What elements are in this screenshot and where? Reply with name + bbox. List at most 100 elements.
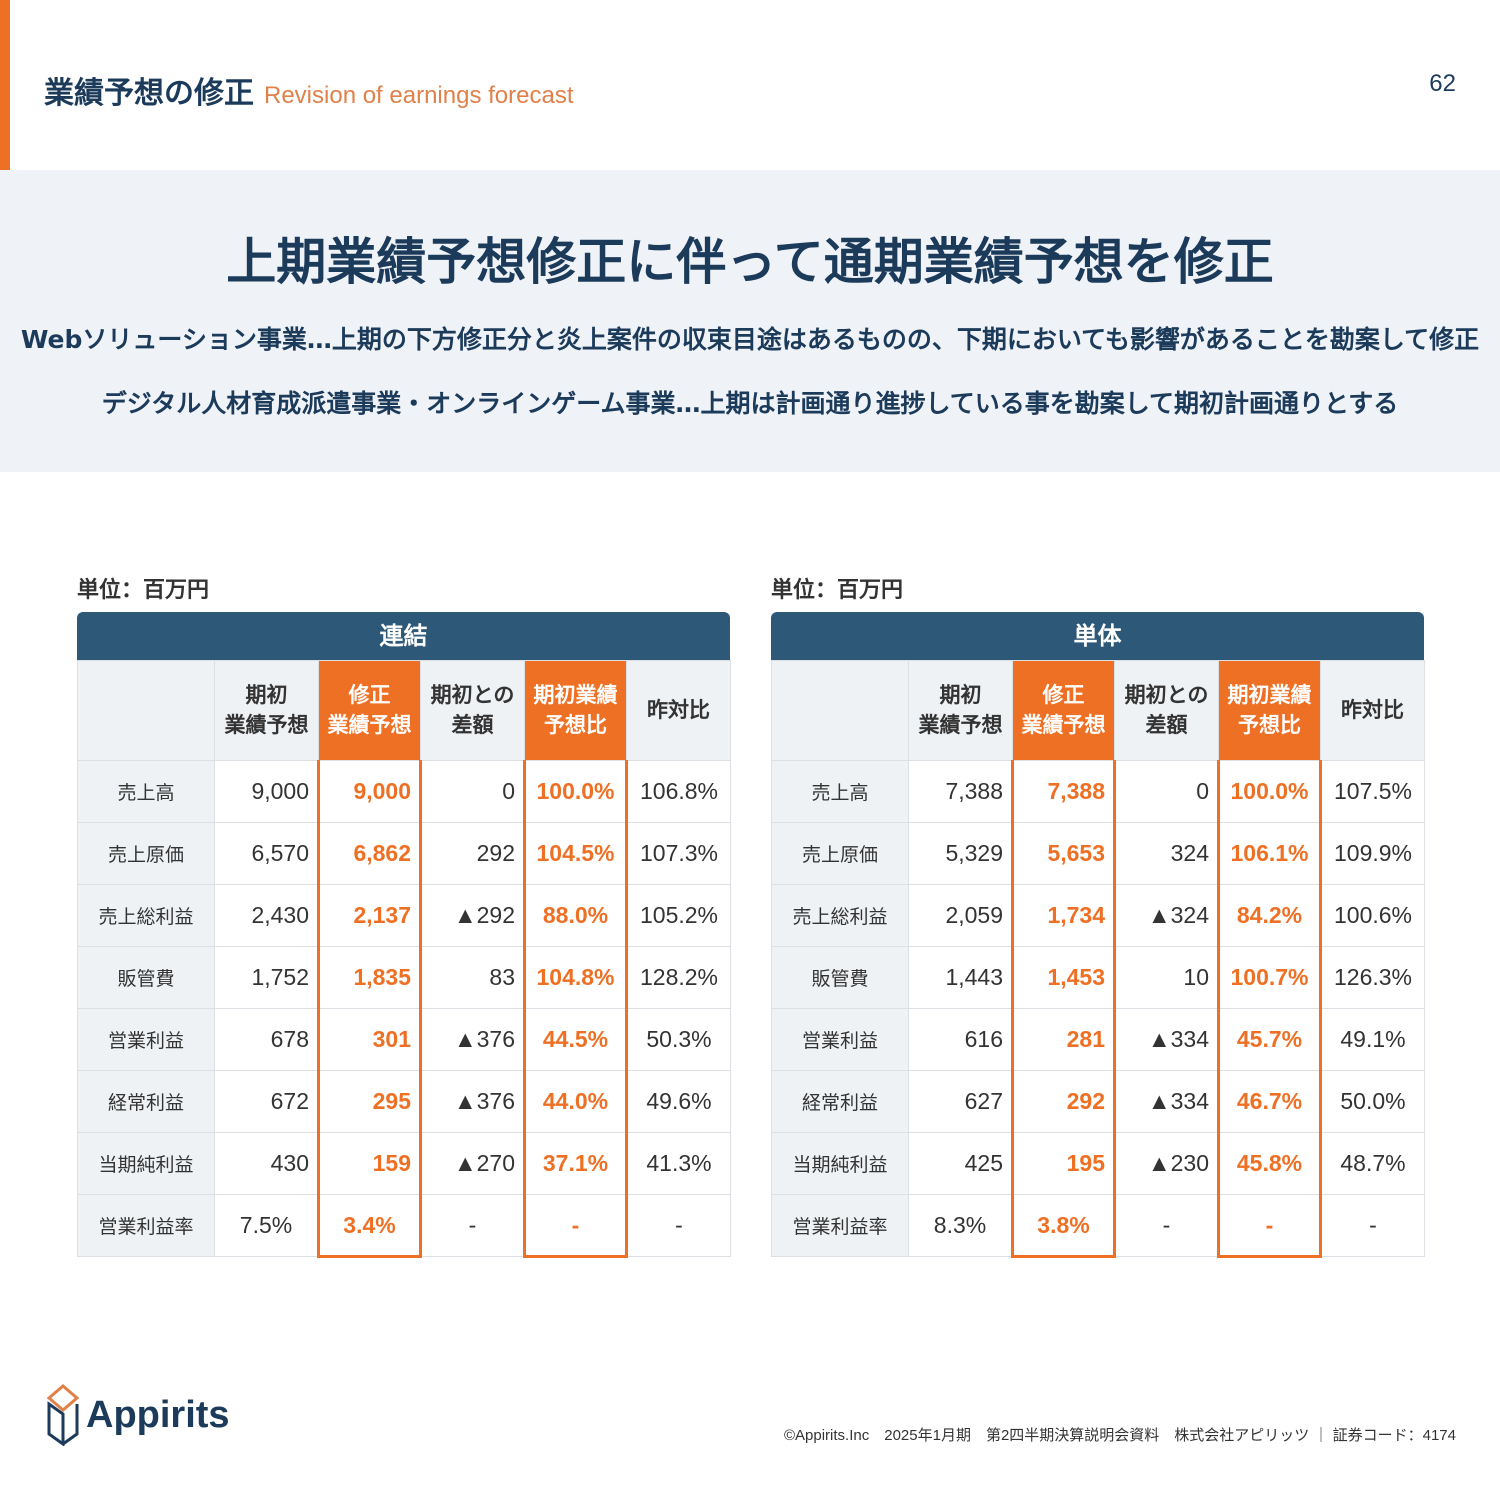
table-caption: 連結: [77, 612, 730, 660]
table-cell: 616: [908, 1008, 1013, 1071]
title-ja: 業績予想の修正: [44, 76, 254, 111]
table-cell: 195: [1011, 1132, 1116, 1195]
table-cell: 430: [214, 1132, 319, 1195]
table-cell: -: [420, 1194, 525, 1257]
table-cell: 5,329: [908, 822, 1013, 885]
table-cell: 301: [317, 1008, 422, 1071]
table-cell: 50.0%: [1320, 1070, 1425, 1133]
table-cell: ▲292: [420, 884, 525, 947]
table-cell: 324: [1114, 822, 1219, 885]
row-label: 営業利益: [77, 1008, 215, 1071]
table-cell: 159: [317, 1132, 422, 1195]
column-header: 期初業績 予想比: [524, 660, 627, 761]
column-header: 期初 業績予想: [214, 660, 319, 761]
company-logo: Appirits: [46, 1384, 230, 1446]
table-cell: 106.8%: [626, 760, 731, 823]
nonconsolidated-table: 単体 期初 業績予想 修正 業績予想 期初との 差額 期初業績 予想比 昨対比 売上高 7,388 7…: [771, 612, 1425, 1258]
table-cell: 3.4%: [317, 1194, 422, 1258]
table-cell: 104.8%: [523, 946, 628, 1009]
row-label: 売上原価: [77, 822, 215, 885]
table-cell: 109.9%: [1320, 822, 1425, 885]
table-cell: ▲230: [1114, 1132, 1219, 1195]
unit-label: 単位：百万円: [77, 578, 210, 603]
table-cell: ▲376: [420, 1070, 525, 1133]
table-cell: 1,752: [214, 946, 319, 1009]
summary-line-1: Webソリューション事業…上期の下方修正分と炎上案件の収束目途はあるものの、下期…: [20, 325, 1480, 354]
table-cell: -: [1114, 1194, 1219, 1257]
table-row: 当期純利益 430 159 ▲270 37.1% 41.3%: [77, 1132, 731, 1195]
table-cell: 425: [908, 1132, 1013, 1195]
table-cell: 6,862: [317, 822, 422, 885]
table-cell: 107.3%: [626, 822, 731, 885]
table-cell: 37.1%: [523, 1132, 628, 1195]
table-cell: 84.2%: [1217, 884, 1322, 947]
table-cell: 7,388: [1011, 760, 1116, 823]
row-label: 売上総利益: [771, 884, 909, 947]
table-cell: 8.3%: [908, 1194, 1013, 1257]
table-cell: 126.3%: [1320, 946, 1425, 1009]
table-cell: 49.6%: [626, 1070, 731, 1133]
row-label: 当期純利益: [77, 1132, 215, 1195]
table-cell: 7.5%: [214, 1194, 319, 1257]
table-cell: 5,653: [1011, 822, 1116, 885]
table-cell: ▲334: [1114, 1070, 1219, 1133]
row-label: 売上原価: [771, 822, 909, 885]
table-cell: 100.0%: [523, 760, 628, 823]
column-header: 昨対比: [626, 660, 731, 761]
table-cell: 46.7%: [1217, 1070, 1322, 1133]
table-cell: 44.0%: [523, 1070, 628, 1133]
column-header: 修正 業績予想: [318, 660, 421, 761]
table-cell: 128.2%: [626, 946, 731, 1009]
table-cell: 49.1%: [1320, 1008, 1425, 1071]
consolidated-table: 連結 期初 業績予想 修正 業績予想 期初との 差額 期初業績 予想比 昨対比 売上高 9,000 9…: [77, 612, 731, 1258]
footer: ©Appirits.Inc 2025年1月期 第2四半期決算説明会資料 株式会社…: [783, 1427, 1456, 1444]
table-cell: 10: [1114, 946, 1219, 1009]
column-header: 修正 業績予想: [1012, 660, 1115, 761]
table-cell: 292: [1011, 1070, 1116, 1133]
table-row: 営業利益 678 301 ▲376 44.5% 50.3%: [77, 1008, 731, 1071]
row-label: 売上総利益: [77, 884, 215, 947]
row-label: 売上高: [77, 760, 215, 823]
table-cell: 2,430: [214, 884, 319, 947]
table-row: 販管費 1,443 1,453 10 100.7% 126.3%: [771, 946, 1425, 1009]
table-cell: 627: [908, 1070, 1013, 1133]
table-cell: 83: [420, 946, 525, 1009]
table-row: 売上高 7,388 7,388 0 100.0% 107.5%: [771, 760, 1425, 823]
table-cell: 292: [420, 822, 525, 885]
table-cell: 0: [1114, 760, 1219, 823]
row-label: 販管費: [77, 946, 215, 1009]
table-cell: 678: [214, 1008, 319, 1071]
table-cell: 104.5%: [523, 822, 628, 885]
column-header: 期初との 差額: [1114, 660, 1219, 761]
table-row: 営業利益率 8.3% 3.8% - - -: [771, 1194, 1425, 1258]
table-cell: 100.0%: [1217, 760, 1322, 823]
summary-band: [0, 170, 1500, 472]
row-label: 経常利益: [77, 1070, 215, 1133]
table-row: 売上高 9,000 9,000 0 100.0% 106.8%: [77, 760, 731, 823]
column-header: [771, 660, 909, 761]
table-row: 経常利益 627 292 ▲334 46.7% 50.0%: [771, 1070, 1425, 1133]
row-label: 営業利益率: [77, 1194, 215, 1257]
headline: 上期業績予想修正に伴って通期業績予想を修正: [226, 233, 1274, 291]
table-cell: 672: [214, 1070, 319, 1133]
row-label: 売上高: [771, 760, 909, 823]
table-cell: 106.1%: [1217, 822, 1322, 885]
unit-label: 単位：百万円: [771, 578, 904, 603]
table-row: 販管費 1,752 1,835 83 104.8% 128.2%: [77, 946, 731, 1009]
table-cell: 7,388: [908, 760, 1013, 823]
table-cell: -: [626, 1194, 731, 1257]
table-cell: 41.3%: [626, 1132, 731, 1195]
column-header: [77, 660, 215, 761]
table-row: 売上原価 6,570 6,862 292 104.5% 107.3%: [77, 822, 731, 885]
table-row: 売上原価 5,329 5,653 324 106.1% 109.9%: [771, 822, 1425, 885]
table-cell: 48.7%: [1320, 1132, 1425, 1195]
table-cell: ▲376: [420, 1008, 525, 1071]
page-number: 62: [1429, 70, 1456, 97]
table-cell: 1,453: [1011, 946, 1116, 1009]
column-header: 期初業績 予想比: [1218, 660, 1321, 761]
table-cell: ▲324: [1114, 884, 1219, 947]
row-label: 当期純利益: [771, 1132, 909, 1195]
table-row: 経常利益 672 295 ▲376 44.0% 49.6%: [77, 1070, 731, 1133]
table-row: 営業利益 616 281 ▲334 45.7% 49.1%: [771, 1008, 1425, 1071]
accent-bar: [0, 0, 10, 170]
